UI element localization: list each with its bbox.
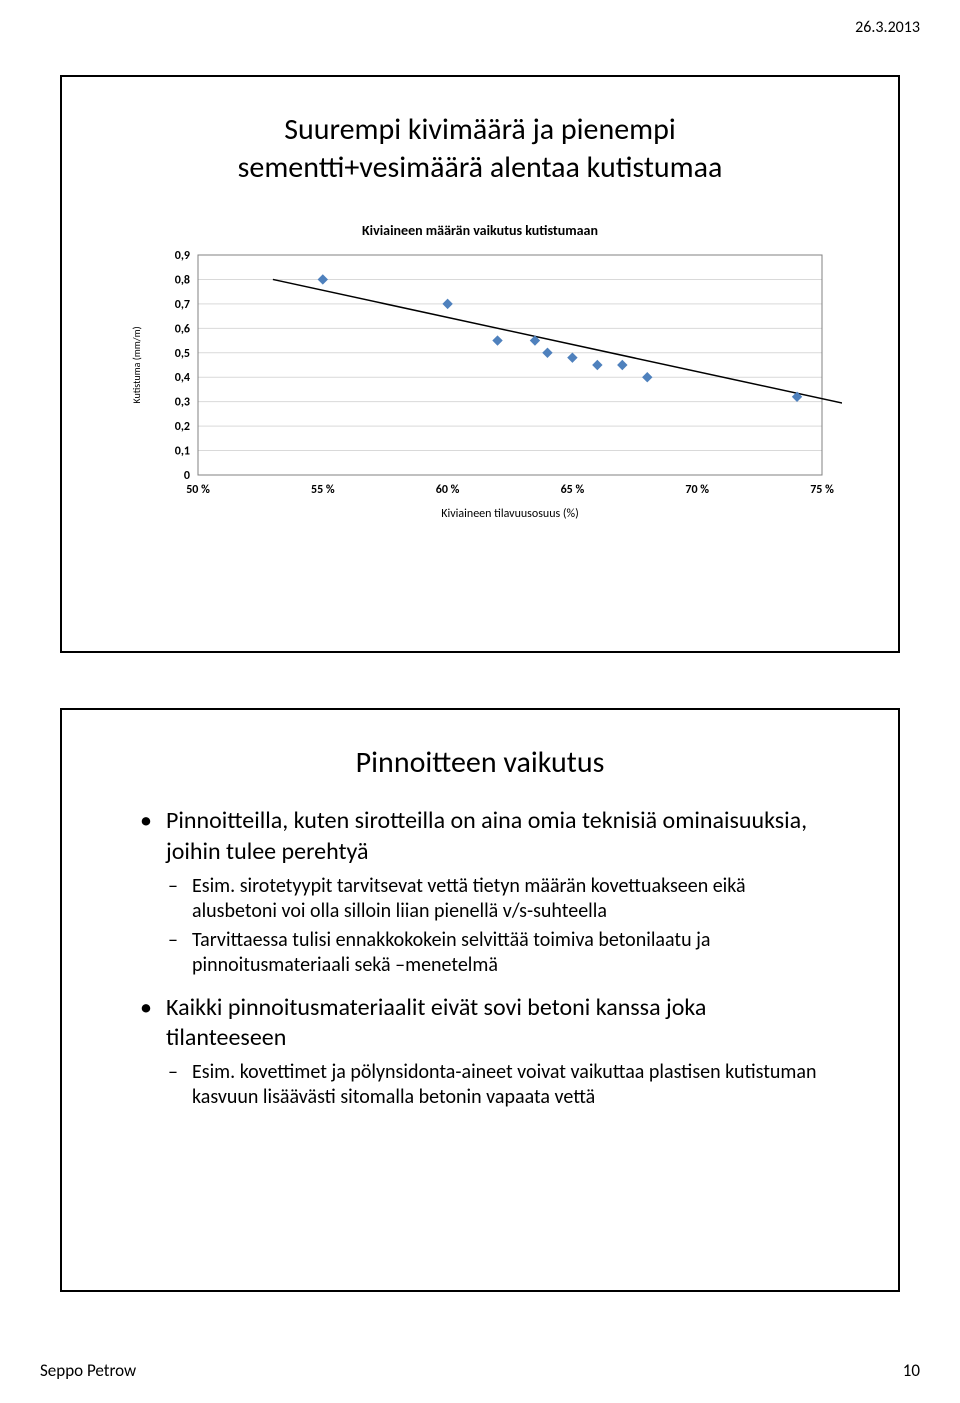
slide-1-title-line1: Suurempi kivimäärä ja pienempi [284,111,676,148]
bullet-1: Pinnoitteilla, kuten sirotteilla on aina… [140,806,828,867]
chart-svg: 0 0,1 0,2 0,3 0,4 0,5 0,6 0,7 0,8 0,9 50 % 55 % 60 %… [122,245,842,535]
svg-text:0,1: 0,1 [175,444,190,458]
footer-author: Seppo Petrow [40,1360,136,1381]
svg-text:Kiviaineen tilavuusosuus (%): Kiviaineen tilavuusosuus (%) [441,507,579,521]
svg-text:0,7: 0,7 [175,298,190,312]
bullet-1-2: Tarvittaessa tulisi ennakkokokein selvit… [168,928,828,978]
svg-text:70 %: 70 % [685,483,709,497]
slide-2-title: Pinnoitteen vaikutus [104,744,856,782]
slide-1-title-line2: sementti+vesimäärä alentaa kutistumaa [238,149,723,186]
footer-page-number: 10 [903,1360,920,1381]
svg-text:0,3: 0,3 [175,395,190,409]
svg-text:0,9: 0,9 [175,249,190,263]
bullets: Pinnoitteilla, kuten sirotteilla on aina… [104,806,856,1110]
svg-text:0,8: 0,8 [175,273,190,287]
chart-title: Kiviaineen määrän vaikutus kutistumaan [122,222,838,239]
svg-text:Kutistuma (mm/m): Kutistuma (mm/m) [130,326,143,403]
svg-text:75 %: 75 % [810,483,834,497]
svg-text:60 %: 60 % [436,483,460,497]
svg-text:0,2: 0,2 [175,420,190,434]
footer: Seppo Petrow 10 [40,1360,920,1381]
svg-text:65 %: 65 % [561,483,585,497]
svg-text:55 %: 55 % [311,483,335,497]
bullet-2-1: Esim. kovettimet ja pölynsidonta-aineet … [168,1060,828,1110]
chart: Kiviaineen määrän vaikutus kutistumaan 0… [104,222,856,535]
svg-text:0,4: 0,4 [175,371,190,385]
slide-1-inner: Suurempi kivimäärä ja pienempi sementti+… [62,77,898,569]
slide-2-inner: Pinnoitteen vaikutus Pinnoitteilla, kute… [62,710,898,1148]
svg-text:0,6: 0,6 [175,322,190,336]
svg-text:0: 0 [184,469,190,483]
svg-text:0,5: 0,5 [175,347,190,361]
header-date: 26.3.2013 [855,18,920,37]
svg-text:50 %: 50 % [186,483,210,497]
slide-1-title: Suurempi kivimäärä ja pienempi sementti+… [104,111,856,188]
slide-1: Suurempi kivimäärä ja pienempi sementti+… [60,75,900,653]
slide-2: Pinnoitteen vaikutus Pinnoitteilla, kute… [60,708,900,1292]
page: 26.3.2013 Suurempi kivimäärä ja pienempi… [0,0,960,1403]
bullet-1-1: Esim. sirotetyypit tarvitsevat vettä tie… [168,874,828,924]
bullet-2: Kaikki pinnoitusmateriaalit eivät sovi b… [140,993,828,1054]
